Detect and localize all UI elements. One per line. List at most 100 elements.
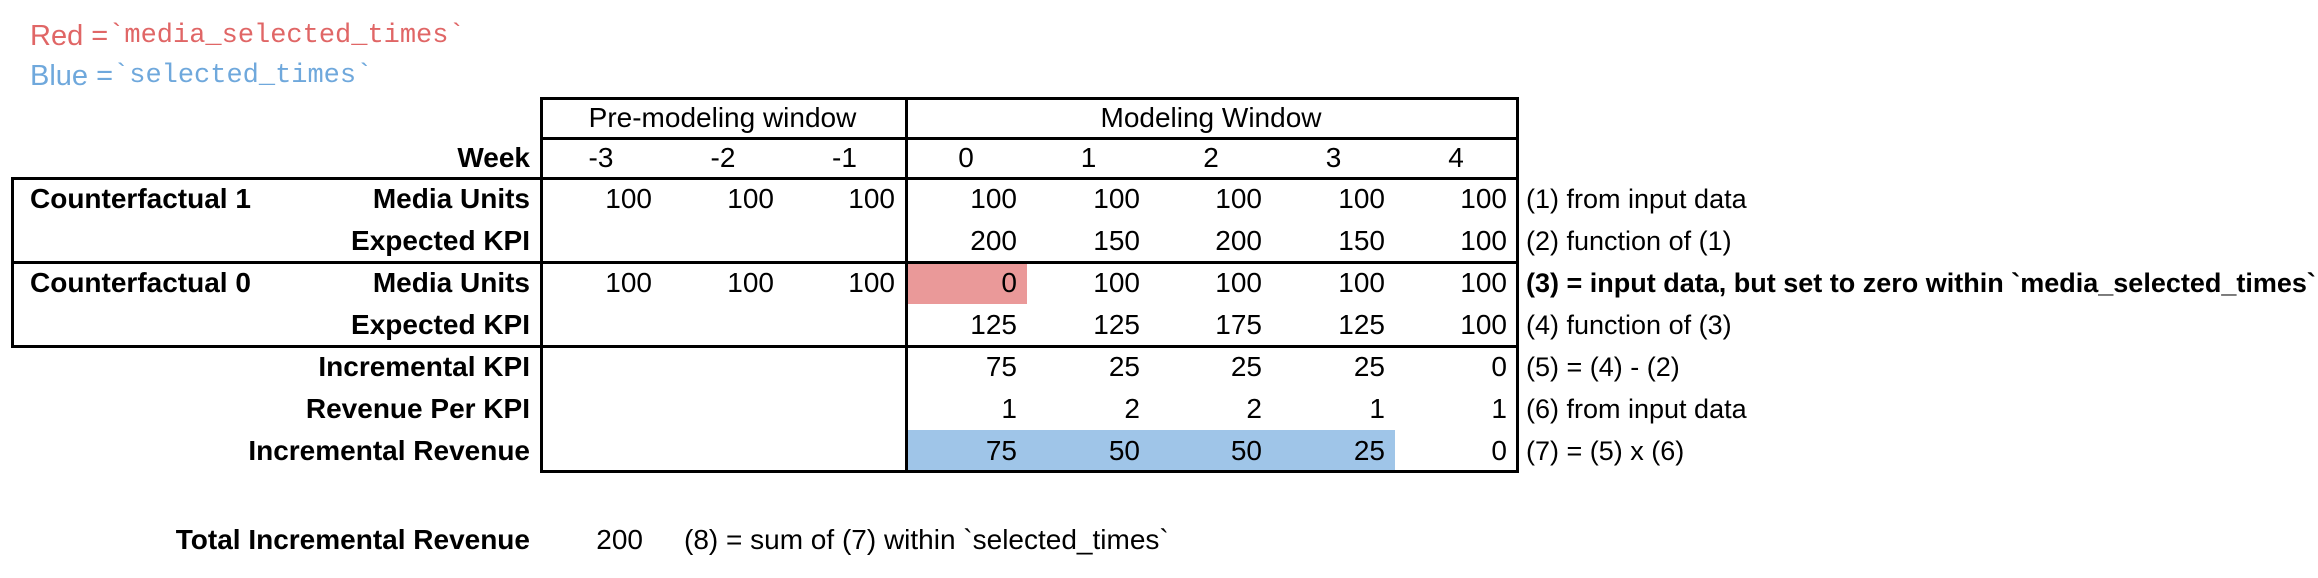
week-header-cell: 2 <box>1203 142 1219 173</box>
highlighted-cell-blue: 75 <box>905 430 1027 472</box>
highlighted-cell-blue: 50 <box>1150 430 1272 472</box>
table-cell <box>784 346 905 388</box>
total-annotation: (8) = sum of (7) within `selected_times` <box>684 524 1169 555</box>
week-header-cell: 0 <box>958 142 974 173</box>
table-cell: 175 <box>1215 309 1262 340</box>
table-border-left-data <box>540 97 543 473</box>
table-cell: 100 <box>605 183 652 214</box>
modeling-window-header: Modeling Window <box>1100 102 1322 133</box>
legend-blue-code: `selected_times` <box>113 61 373 91</box>
table-cell: 100 <box>970 183 1017 214</box>
table-cell: 100 <box>727 267 774 298</box>
table-cell: 100 <box>1460 267 1507 298</box>
row-label: Media Units <box>372 267 530 298</box>
row-annotations: (1) from input data (2) function of (1) … <box>1526 178 2316 472</box>
table-cell: 25 <box>1230 351 1262 382</box>
table-border-right <box>1516 97 1519 473</box>
table-border-bottom <box>540 470 1519 473</box>
group-label <box>12 304 280 346</box>
table-border-under-counterfactual-0 <box>11 345 1519 348</box>
table-cell: 200 <box>970 225 1017 256</box>
highlighted-cell-blue: 50 <box>1027 430 1150 472</box>
table-cell: 0 <box>1491 351 1507 382</box>
table-cell: 100 <box>1215 267 1262 298</box>
group-label <box>12 430 280 472</box>
table-cell: 1 <box>1369 393 1385 424</box>
table-border-between-counterfactuals <box>11 261 1519 264</box>
legend-red-code: `media_selected_times` <box>108 21 465 51</box>
annotation: (1) from input data <box>1526 183 1747 214</box>
annotation: (3) = input data, but set to zero within… <box>1526 267 2316 298</box>
week-label: Week <box>457 142 530 173</box>
week-header-cell: 3 <box>1325 142 1342 173</box>
table-cell: 100 <box>1093 267 1140 298</box>
group-label: Counterfactual 0 <box>30 267 251 298</box>
table-border-under-window-headers <box>540 137 1519 140</box>
week-header-cell: -1 <box>832 142 857 173</box>
table-cell: 1 <box>1491 393 1507 424</box>
table-border-window-divider <box>905 97 908 473</box>
table-cell: 0 <box>1491 435 1507 466</box>
table-cell: 75 <box>985 351 1017 382</box>
table-cell: 100 <box>1215 183 1262 214</box>
pre-modeling-window-header: Pre-modeling window <box>588 102 857 133</box>
table-cell <box>540 388 662 430</box>
table-cell: 100 <box>1460 225 1507 256</box>
annotation: (2) function of (1) <box>1526 225 1732 256</box>
highlighted-cell-red: 0 <box>905 262 1027 304</box>
table-border-under-week-row <box>11 177 1519 180</box>
week-header-cell: -3 <box>588 142 614 173</box>
table-cell <box>662 388 784 430</box>
group-label <box>12 346 280 388</box>
counterfactual-table: Pre-modeling window Modeling Window Week… <box>11 97 1519 473</box>
row-label: Expected KPI <box>351 225 530 256</box>
table-cell: 200 <box>1215 225 1262 256</box>
table-cell <box>540 430 662 472</box>
annotation: (5) = (4) - (2) <box>1526 351 1680 382</box>
table-cell <box>540 346 662 388</box>
table-cell <box>540 220 662 262</box>
table-cell: 100 <box>1338 267 1385 298</box>
total-incremental-revenue-label: Total Incremental Revenue <box>175 524 530 555</box>
week-header-cell: 4 <box>1448 142 1464 173</box>
table-cell <box>784 220 905 262</box>
table-cell: 125 <box>1093 309 1140 340</box>
table-cell: 100 <box>848 183 895 214</box>
table-cell: 100 <box>1338 183 1385 214</box>
table-border-left-label-box <box>11 177 14 348</box>
table-cell: 100 <box>1460 309 1507 340</box>
table-cell <box>784 304 905 346</box>
table-cell <box>784 388 905 430</box>
table-cell: 100 <box>605 267 652 298</box>
row-label: Revenue Per KPI <box>305 393 530 424</box>
group-label <box>12 220 280 262</box>
table-cell: 100 <box>1460 183 1507 214</box>
week-header-cell: -2 <box>710 142 736 173</box>
table-cell <box>784 430 905 472</box>
row-label: Incremental KPI <box>318 351 530 382</box>
row-label: Media Units <box>372 183 530 214</box>
row-label: Expected KPI <box>351 309 530 340</box>
highlighted-cell-blue: 25 <box>1272 430 1395 472</box>
table-cell: 100 <box>727 183 774 214</box>
legend: Red = `media_selected_times` Blue = `sel… <box>30 16 465 96</box>
row-label: Incremental Revenue <box>248 435 530 466</box>
table-cell <box>540 304 662 346</box>
table-cell: 100 <box>1093 183 1140 214</box>
table-cell: 125 <box>970 309 1017 340</box>
annotation: (7) = (5) x (6) <box>1526 435 1685 466</box>
table-cell <box>662 430 784 472</box>
table-cell: 25 <box>1353 351 1385 382</box>
table-cell: 2 <box>1124 393 1140 424</box>
group-label <box>12 388 280 430</box>
table-cell <box>662 220 784 262</box>
annotation: (6) from input data <box>1526 393 1747 424</box>
table-cell: 2 <box>1246 393 1262 424</box>
header-spacer <box>12 98 540 138</box>
table-cell <box>662 304 784 346</box>
table-cell: 100 <box>848 267 895 298</box>
legend-red-line: Red = `media_selected_times` <box>30 16 465 56</box>
table-cell: 150 <box>1338 225 1385 256</box>
table-cell: 1 <box>1001 393 1017 424</box>
